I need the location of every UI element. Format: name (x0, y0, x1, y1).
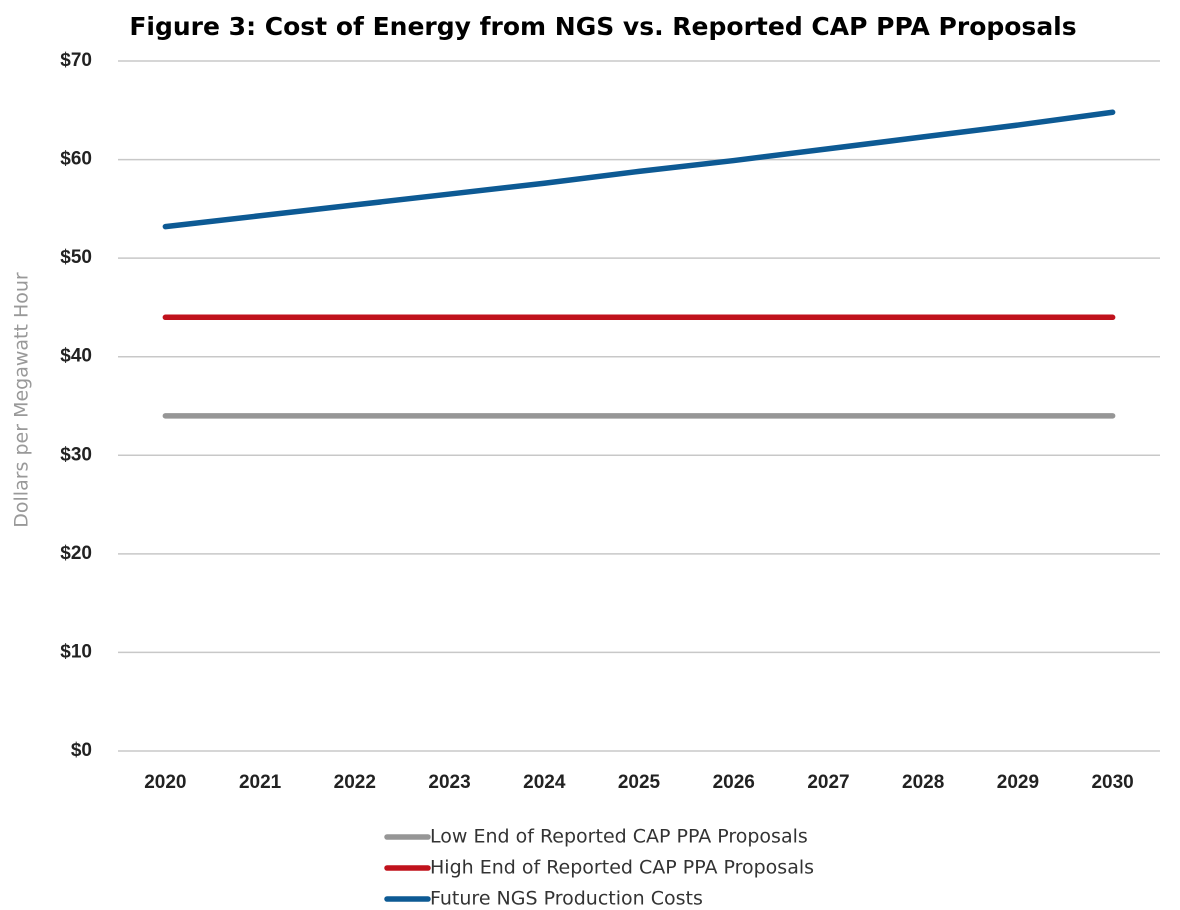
y-tick-label: $20 (60, 543, 92, 564)
y-tick-label: $60 (60, 149, 92, 170)
x-tick-label: 2028 (902, 772, 944, 793)
x-tick-label: 2020 (144, 772, 186, 793)
y-axis-label: Dollars per Megawatt Hour (11, 272, 33, 528)
y-tick-label: $0 (71, 740, 92, 761)
chart-title: Figure 3: Cost of Energy from NGS vs. Re… (129, 12, 1076, 41)
x-tick-label: 2021 (239, 772, 282, 793)
legend-label: Low End of Reported CAP PPA Proposals (430, 826, 808, 848)
x-tick-label: 2027 (807, 772, 849, 793)
x-tick-label: 2025 (618, 772, 661, 793)
x-tick-label: 2022 (334, 772, 376, 793)
x-tick-label: 2026 (713, 772, 755, 793)
series-line (162, 109, 1116, 230)
x-tick-label: 2030 (1091, 772, 1133, 793)
y-tick-label: $50 (60, 247, 92, 268)
y-tick-label: $30 (60, 444, 92, 465)
y-tick-label: $70 (60, 50, 92, 71)
x-tick-label: 2023 (428, 772, 470, 793)
x-tick-label: 2029 (997, 772, 1039, 793)
y-tick-label: $40 (60, 346, 92, 367)
legend-label: Future NGS Production Costs (430, 888, 703, 910)
x-tick-label: 2024 (523, 772, 566, 793)
legend-label: High End of Reported CAP PPA Proposals (430, 857, 814, 879)
y-tick-label: $10 (60, 641, 92, 662)
